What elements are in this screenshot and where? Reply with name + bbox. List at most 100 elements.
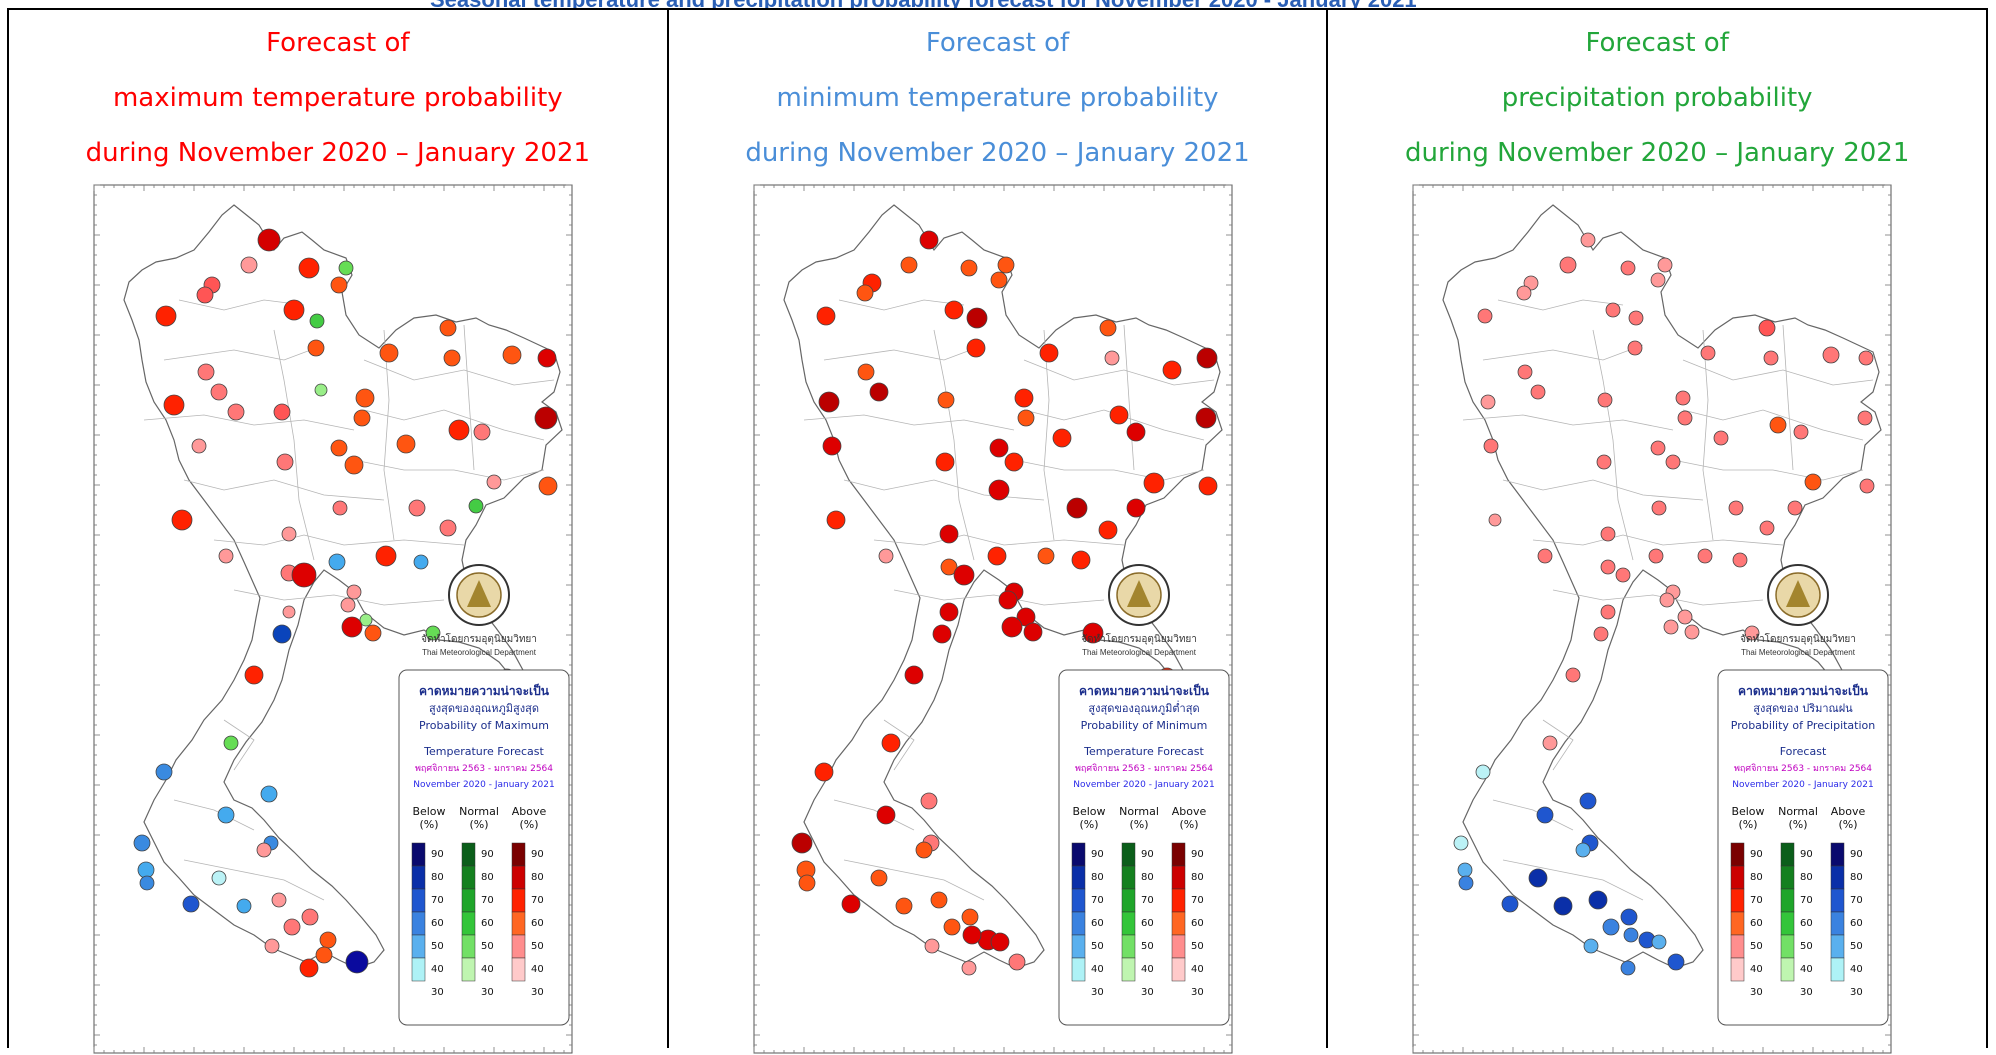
province-boundary (1498, 299, 1624, 311)
station-marker (987, 546, 1007, 566)
legend-color-swatch (1121, 911, 1135, 936)
station-marker (282, 605, 296, 619)
station-marker (1488, 513, 1502, 527)
station-marker (826, 510, 846, 530)
legend-scale-label: 70 (1141, 895, 1154, 906)
station-marker (961, 908, 979, 926)
legend-color-swatch (511, 888, 526, 913)
station-marker (878, 548, 894, 564)
legend-scale-label: 70 (1091, 895, 1104, 906)
station-marker (139, 875, 155, 891)
station-marker (240, 256, 258, 274)
station-marker (1651, 934, 1667, 950)
province-boundary (1503, 479, 1704, 501)
station-marker (364, 624, 382, 642)
station-marker (1620, 260, 1636, 276)
station-marker (1857, 410, 1873, 426)
legend-scale-label: 50 (531, 941, 544, 952)
province-boundary (1683, 359, 1874, 386)
legend-scale-label: 70 (1800, 895, 1813, 906)
station-marker (1605, 302, 1621, 318)
country-outline (123, 204, 563, 969)
station-marker (191, 438, 207, 454)
legend-color-swatch (511, 934, 526, 959)
station-marker (1677, 609, 1693, 625)
province-boundary (1533, 534, 1784, 546)
station-marker (1575, 842, 1591, 858)
province-boundary (893, 589, 1104, 606)
province-boundary (213, 534, 465, 546)
panel-title: Forecast of precipitation probability du… (1328, 18, 1986, 183)
station-marker (1648, 548, 1664, 564)
legend-scale-label: 60 (1191, 918, 1204, 929)
station-marker (196, 286, 214, 304)
station-marker (439, 319, 457, 337)
station-marker (375, 545, 397, 567)
province-boundary (143, 414, 355, 431)
legend-color-swatch (461, 911, 476, 936)
station-marker (1600, 604, 1616, 620)
station-marker (919, 230, 939, 250)
station-marker (330, 276, 348, 294)
header-strip-text: Seasonal temperature and precipitation p… (430, 0, 1417, 8)
station-marker (307, 339, 325, 357)
legend-title-en2: Temperature Forecast (423, 745, 544, 758)
station-marker (1700, 345, 1716, 361)
province-boundary (1503, 859, 1644, 901)
station-marker (1501, 895, 1519, 913)
station-marker (1583, 938, 1599, 954)
station-marker (1480, 394, 1496, 410)
station-marker (1483, 438, 1499, 454)
legend-period-th: พฤศจิกายน 2563 - มกราคม 2564 (1075, 763, 1213, 774)
legend-color-swatch (411, 865, 426, 890)
station-marker (1602, 918, 1620, 936)
province-boundary (933, 329, 975, 561)
legend-color-swatch (461, 888, 476, 913)
tmd-name-en: Thai Meteorological Department (422, 648, 537, 657)
station-marker (276, 453, 294, 471)
station-marker (1023, 622, 1043, 642)
legend-scale-label: 70 (1850, 895, 1863, 906)
title-line-2: maximum temperature probability (112, 83, 563, 113)
legend-color-swatch (411, 957, 426, 982)
station-marker (1628, 310, 1644, 326)
station-marker (856, 284, 874, 302)
legend-scale-label: 50 (1750, 941, 1763, 952)
legend-color-swatch (411, 842, 426, 867)
legend-scale-label: 30 (531, 987, 544, 998)
legend-scale-label: 80 (1091, 872, 1104, 883)
station-marker (1667, 953, 1685, 971)
legend-color-swatch (1781, 934, 1795, 959)
station-marker (1697, 548, 1713, 564)
province-boundary (363, 409, 545, 441)
station-marker (895, 897, 913, 915)
station-marker (353, 409, 371, 427)
station-marker (937, 391, 955, 409)
station-marker (309, 313, 325, 329)
tmd-name-th: จัดทำโดยกรมอุตุนิยมวิทยา (1740, 632, 1856, 645)
province-boundary (183, 479, 385, 501)
station-marker (298, 257, 320, 279)
station-marker (1600, 559, 1616, 575)
legend-color-swatch (1121, 957, 1135, 982)
station-marker (1052, 428, 1072, 448)
station-marker (1143, 472, 1165, 494)
legend-scale-label: 50 (1800, 941, 1813, 952)
station-marker (930, 891, 948, 909)
legend-scale-label: 50 (481, 941, 494, 952)
station-marker (1665, 454, 1681, 470)
station-marker (236, 898, 252, 914)
station-marker (962, 925, 982, 945)
title-line-3: during November 2020 – January 2021 (1405, 138, 1910, 168)
legend-color-swatch (1071, 842, 1085, 867)
legend-unit: (%) (1129, 818, 1148, 831)
station-marker (939, 524, 959, 544)
station-marker (538, 476, 558, 496)
station-marker (869, 382, 889, 402)
legend-scale-label: 90 (1091, 849, 1104, 860)
legend-scale-label: 90 (1850, 849, 1863, 860)
legend-column-header: Normal (1778, 805, 1818, 818)
station-marker (379, 343, 399, 363)
legend-unit: (%) (1789, 818, 1808, 831)
station-marker (1822, 346, 1840, 364)
